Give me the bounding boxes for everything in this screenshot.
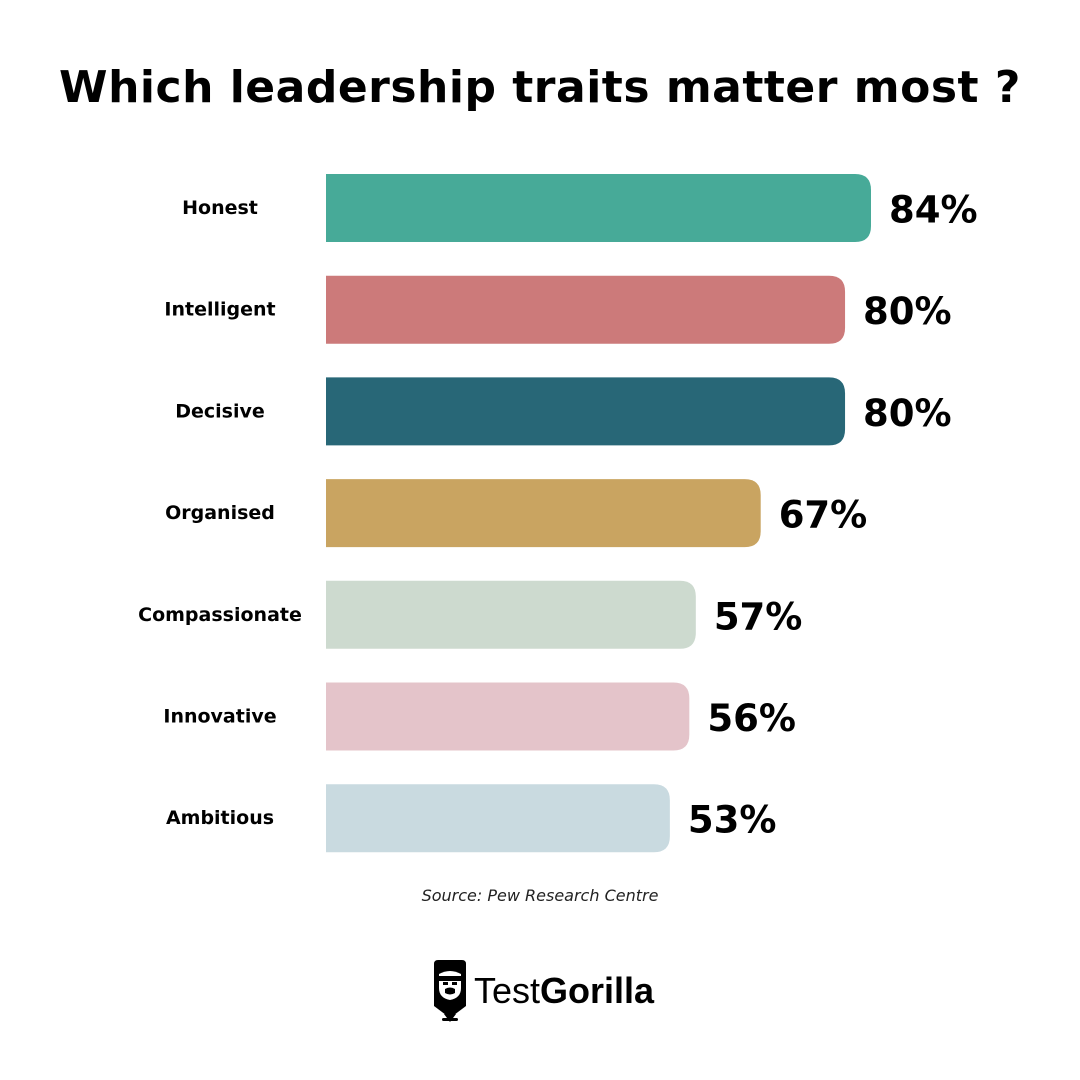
value-label: 67%: [779, 494, 868, 537]
category-label: Intelligent: [164, 299, 275, 321]
category-label: Ambitious: [166, 807, 274, 829]
brand-wordmark: TestGorilla: [474, 970, 654, 1012]
value-label: 56%: [707, 697, 796, 740]
value-label: 80%: [863, 290, 952, 333]
bar-chart: Honest 84% Intelligent 80% Decisive 80% Organi…: [138, 174, 978, 853]
bar-ambitious: [326, 784, 670, 853]
bar-innovative: [326, 682, 690, 751]
value-label: 80%: [863, 392, 952, 435]
bar-decisive: [326, 377, 846, 446]
value-label: 84%: [889, 189, 978, 232]
source-note: Source: Pew Research Centre: [421, 886, 659, 905]
brand-name-light: Test: [474, 970, 541, 1011]
bar-organised: [326, 479, 761, 548]
brand-name-bold: Gorilla: [540, 970, 655, 1011]
category-label: Honest: [182, 197, 258, 219]
bar-intelligent: [326, 275, 846, 344]
gorilla-pencil-icon: [434, 960, 466, 1022]
category-label: Innovative: [163, 706, 276, 728]
category-label: Compassionate: [138, 604, 302, 626]
category-label: Organised: [165, 502, 275, 524]
bar-compassionate: [326, 580, 696, 649]
category-label: Decisive: [175, 400, 265, 422]
value-label: 53%: [688, 799, 777, 842]
chart-title: Which leadership traits matter most ?: [59, 62, 1021, 113]
bar-honest: [326, 174, 871, 242]
value-label: 57%: [714, 595, 803, 638]
testgorilla-logo: TestGorilla: [430, 958, 654, 1024]
